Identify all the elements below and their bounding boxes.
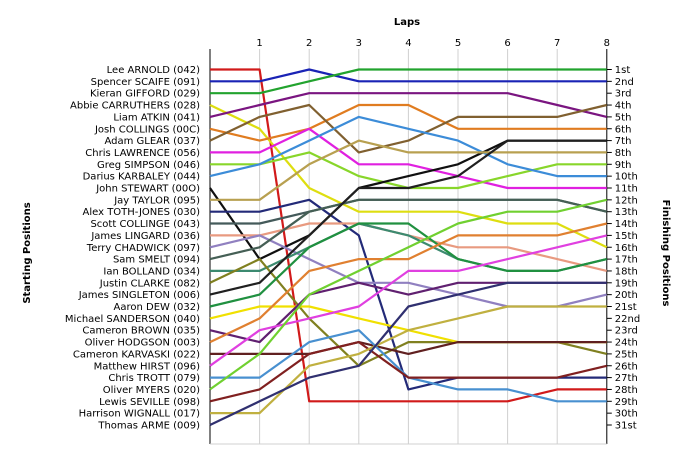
finish-label: 9th xyxy=(615,160,632,171)
finish-label: 27th xyxy=(615,373,638,384)
series-line xyxy=(209,281,607,426)
series-line xyxy=(209,92,608,118)
start-label: Cameron BROWN (035) xyxy=(82,326,200,337)
finish-label: 1st xyxy=(615,65,631,76)
finish-label: 11th xyxy=(615,184,638,195)
series-line xyxy=(209,103,607,142)
finish-label: 20th xyxy=(615,290,638,301)
x-tick-labels: 1 2 3 4 5 6 7 8 xyxy=(256,38,610,49)
finish-label: 2nd xyxy=(615,77,634,88)
series-line xyxy=(209,222,608,308)
start-label: Aaron DEW (032) xyxy=(114,302,201,313)
x-tick-label: 8 xyxy=(604,38,610,49)
left-axis-label: Starting Positions xyxy=(22,202,33,303)
series-line xyxy=(209,139,607,296)
x-tick-label: 5 xyxy=(455,38,461,49)
start-label: Oliver HODGSON (003) xyxy=(85,338,200,349)
finish-labels: 1st2nd3rd4th5th6th7th8th9th10th11th12th1… xyxy=(606,65,640,432)
start-label: Jay TAYLOR (095) xyxy=(113,195,200,206)
start-label: Chris LAWRENCE (056) xyxy=(85,148,200,159)
finish-label: 12th xyxy=(615,195,638,206)
finish-label: 24th xyxy=(615,338,638,349)
finish-label: 21st xyxy=(615,302,637,313)
series-line xyxy=(210,68,607,403)
finish-label: 16th xyxy=(615,243,638,254)
start-label: Kieran GIFFORD (029) xyxy=(90,89,200,100)
x-tick-label: 4 xyxy=(405,38,411,49)
start-label: Chris TROTT (079) xyxy=(108,373,200,384)
start-label: Scott COLLINGE (043) xyxy=(90,219,200,230)
series-line xyxy=(210,305,607,415)
start-label: James SINGLETON (006) xyxy=(78,290,200,301)
start-label: Matthew HIRST (096) xyxy=(94,361,200,372)
finish-label: 7th xyxy=(615,136,632,147)
start-label: Alex TOTH-JONES (030) xyxy=(83,207,201,218)
start-label: Ian BOLLAND (034) xyxy=(103,266,200,277)
series-line xyxy=(210,68,607,95)
series-line xyxy=(209,222,608,344)
start-label: Spencer SCAIFE (091) xyxy=(91,77,200,88)
right-axis-label: Finishing Positions xyxy=(660,200,671,307)
start-label: James LINGARD (036) xyxy=(90,231,200,242)
series-line xyxy=(209,341,608,403)
start-label: Josh COLLINGS (00C) xyxy=(94,124,200,135)
series-line xyxy=(209,198,608,391)
x-tick-label: 3 xyxy=(356,38,362,49)
start-label: Lewis SEVILLE (098) xyxy=(99,397,200,408)
finish-label: 13th xyxy=(615,207,638,218)
series-line xyxy=(210,341,607,355)
start-label: John STEWART (00O) xyxy=(95,184,200,195)
series-line xyxy=(209,115,607,178)
finish-label: 18th xyxy=(615,266,638,277)
start-label: Darius KARBALEY (044) xyxy=(83,172,200,183)
x-tick-label: 1 xyxy=(256,38,262,49)
finish-label: 29th xyxy=(615,397,638,408)
finish-label: 5th xyxy=(615,112,632,123)
start-label: Cameron KARVASKI (022) xyxy=(73,349,200,360)
series-line xyxy=(209,234,608,367)
finish-label: 30th xyxy=(615,409,638,420)
finish-label: 8th xyxy=(615,148,632,159)
chart-title: Laps xyxy=(394,17,420,28)
start-labels: Lee ARNOLD (042)Spencer SCAIFE (091)Kier… xyxy=(65,65,200,432)
x-tick-label: 7 xyxy=(554,38,560,49)
start-label: Greg SIMPSON (046) xyxy=(97,160,200,171)
finish-label: 15th xyxy=(615,231,638,242)
finish-label: 4th xyxy=(615,101,632,112)
series-line xyxy=(210,68,607,83)
finish-label: 3rd xyxy=(615,89,632,100)
x-tick-label: 2 xyxy=(306,38,312,49)
finish-label: 31st xyxy=(615,421,637,432)
start-label: Oliver MYERS (020) xyxy=(103,385,200,396)
series-line xyxy=(209,103,608,154)
start-label: Abbie CARRUTHERS (028) xyxy=(70,101,200,112)
x-tick-label: 6 xyxy=(504,38,510,49)
start-label: Sam SMELT (094) xyxy=(113,255,200,266)
start-label: Harrison WIGNALL (017) xyxy=(79,409,201,420)
finish-label: 14th xyxy=(615,219,638,230)
start-label: Michael SANDERSON (040) xyxy=(65,314,200,325)
finish-label: 10th xyxy=(615,172,638,183)
start-label: Thomas ARME (009) xyxy=(97,421,200,432)
start-label: Justin CLARKE (082) xyxy=(99,278,200,289)
finish-label: 17th xyxy=(615,255,638,266)
series-line xyxy=(209,198,608,261)
series-line xyxy=(209,104,608,249)
finish-label: 22nd xyxy=(615,314,640,325)
start-label: Adam GLEAR (037) xyxy=(104,136,200,147)
start-label: Terry CHADWICK (097) xyxy=(86,243,200,254)
finish-label: 28th xyxy=(615,385,638,396)
series-line xyxy=(210,139,607,201)
finish-label: 19th xyxy=(615,278,638,289)
finish-label: 6th xyxy=(615,124,632,135)
finish-label: 26th xyxy=(615,361,638,372)
finish-label: 25th xyxy=(615,349,638,360)
series-line xyxy=(210,127,607,190)
start-label: Liam ATKIN (041) xyxy=(113,112,200,123)
series-lines xyxy=(209,68,608,426)
start-label: Lee ARNOLD (042) xyxy=(107,65,200,76)
finish-label: 23rd xyxy=(615,326,638,337)
